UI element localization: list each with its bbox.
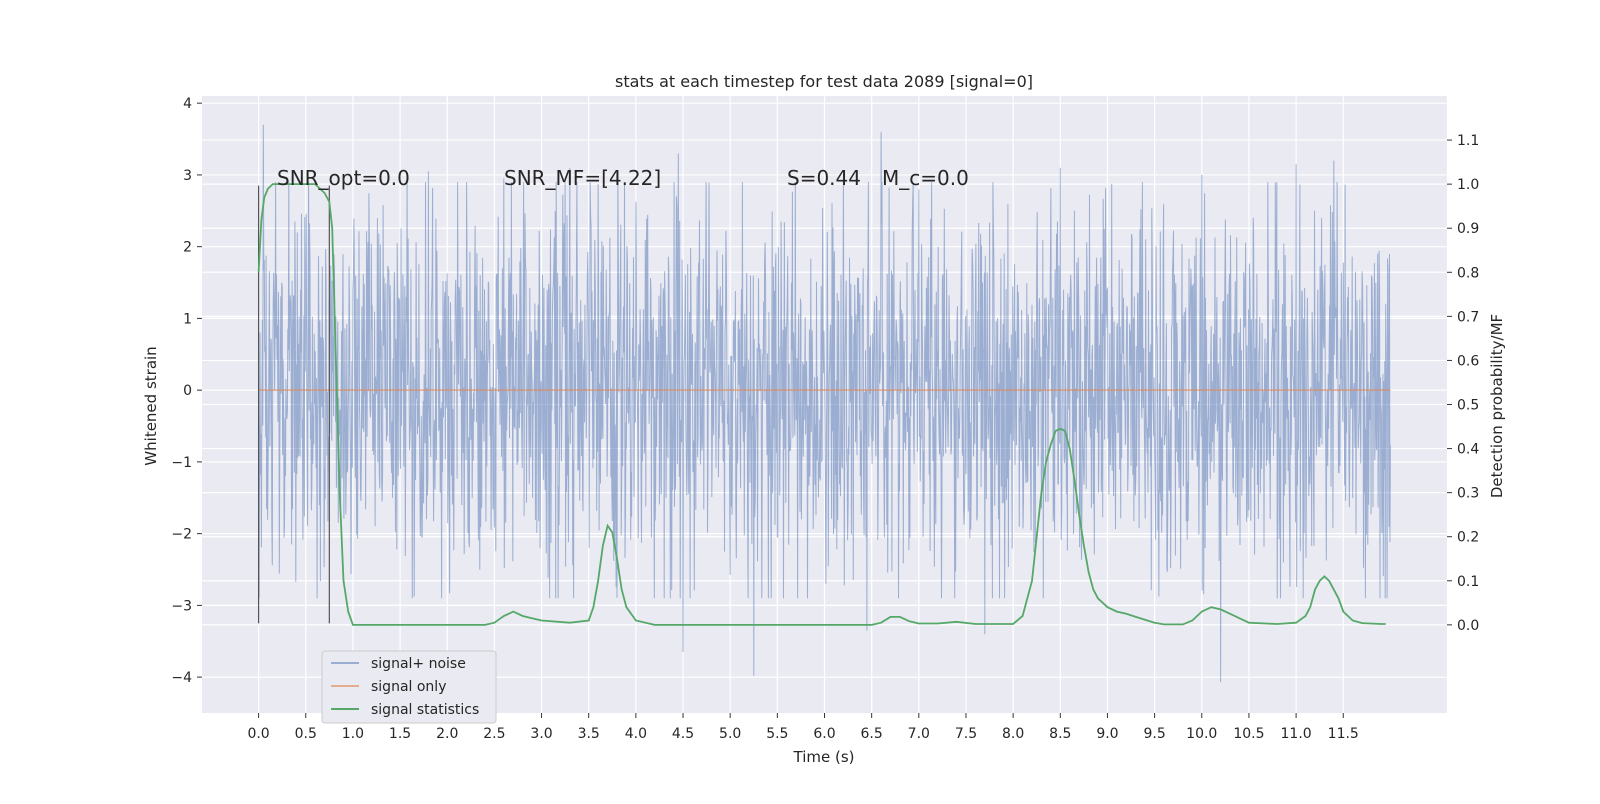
signal-statistics-line [257,183,1386,626]
annotation-s: S=0.44 [787,166,861,190]
y2-tick-label: 0.5 [1457,398,1479,414]
signal-noise-line [258,124,1391,683]
signal-statistics-series [257,183,1386,626]
x-tick-label: 8.0 [1002,726,1024,742]
signal-noise-series [258,124,1391,683]
x-tick-label: 6.5 [861,726,883,742]
y-tick-label: −3 [171,598,192,614]
x-tick-label: 4.0 [625,726,647,742]
y2-tick-label: 0.7 [1457,309,1479,325]
y2-tick-label: 0.1 [1457,574,1479,590]
y2-tick-label: 1.1 [1457,133,1479,149]
x-tick-label: 3.0 [530,726,552,742]
x-tick-label: 0.5 [295,726,317,742]
y-axis-ticks: 4 3 2 1 0 −1 −2 −3 −4 [171,96,202,686]
y2-tick-label: 0.4 [1457,442,1479,458]
y-tick-label: 2 [183,240,192,256]
legend: signal+ noise signal only signal statist… [321,650,497,724]
annotation-snr-mf: SNR_MF=[4.22] [504,166,661,190]
y-axis-label: Whitened strain [142,346,160,465]
x-tick-label: 3.5 [578,726,600,742]
x-tick-label: 9.5 [1143,726,1165,742]
y2-tick-label: 1.0 [1457,177,1479,193]
legend-label-signal-noise: signal+ noise [371,656,466,672]
y2-tick-label: 0.8 [1457,265,1479,281]
x-tick-label: 1.0 [342,726,364,742]
x-tick-label: 5.5 [766,726,788,742]
y-tick-label: 4 [183,96,192,112]
x-axis-label: Time (s) [793,748,855,766]
legend-label-signal-statistics: signal statistics [371,702,479,718]
y2-tick-label: 0.9 [1457,221,1479,237]
annotation-mc: M_c=0.0 [882,166,969,190]
y-tick-label: −1 [171,455,192,471]
x-tick-label: 11.5 [1328,726,1359,742]
x-axis-ticks: 0.0 0.5 1.0 1.5 2.0 2.5 3.0 3.5 4.0 4.5 5.0 5.5 6.0 6… [247,713,1359,742]
x-tick-label: 8.5 [1049,726,1071,742]
legend-label-signal-only: signal only [371,679,446,695]
chart-title: stats at each timestep for test data 208… [615,72,1033,91]
y2-tick-label: 0.0 [1457,618,1479,634]
x-tick-label: 2.0 [436,726,458,742]
x-tick-label: 7.5 [955,726,977,742]
y-tick-label: −2 [171,527,192,543]
x-tick-label: 4.5 [672,726,694,742]
x-tick-label: 7.0 [908,726,930,742]
annotation-snr-opt: SNR_opt=0.0 [277,166,410,190]
y-tick-label: 0 [183,383,192,399]
y2-axis-ticks: 1.1 1.0 0.9 0.8 0.7 0.6 0.5 0.4 0.3 0.2 0.1 0.0 [1447,133,1479,634]
y2-tick-label: 0.6 [1457,353,1479,369]
x-tick-label: 2.5 [483,726,505,742]
x-tick-label: 9.0 [1096,726,1118,742]
x-tick-label: 5.0 [719,726,741,742]
x-tick-label: 11.0 [1281,726,1312,742]
annotations: SNR_opt=0.0 SNR_MF=[4.22] S=0.44 M_c=0.0 [277,166,969,190]
y-tick-label: −4 [171,670,192,686]
x-tick-label: 0.0 [247,726,269,742]
y2-tick-label: 0.3 [1457,486,1479,502]
legend-box [321,650,497,724]
y2-tick-label: 0.2 [1457,530,1479,546]
x-tick-label: 6.0 [813,726,835,742]
x-tick-label: 10.5 [1233,726,1264,742]
y-tick-label: 3 [183,168,192,184]
x-tick-label: 1.5 [389,726,411,742]
x-tick-label: 10.0 [1186,726,1217,742]
y-tick-label: 1 [183,311,192,327]
y2-axis-label: Detection probability/MF [1488,314,1506,498]
